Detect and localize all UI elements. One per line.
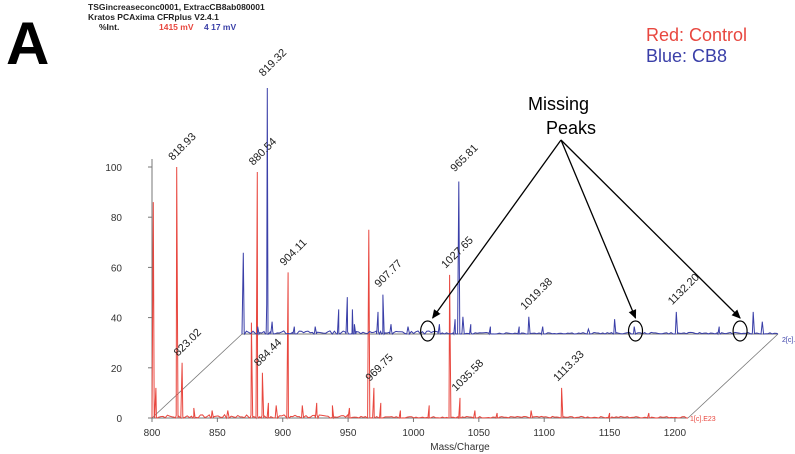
x-tick-label-1200: 1200: [664, 428, 687, 439]
header-red-mv: 1415 mV: [159, 22, 194, 32]
series-blue-trace: [241, 87, 779, 336]
x-tick-label-1000: 1000: [402, 428, 425, 439]
peak-label-1132-20: 1132.20: [666, 272, 702, 308]
peak-label-904-11: 904.11: [278, 237, 310, 269]
y-tick-label-100: 100: [105, 163, 122, 174]
x-tick-label-900: 900: [274, 428, 291, 439]
y-tick-label-0: 0: [116, 414, 122, 425]
red-trace-label: 1[c].E23: [690, 416, 716, 423]
y-tick-label-40: 40: [111, 314, 123, 325]
y-tick-label-60: 60: [111, 263, 123, 274]
legend-red: Red: Control: [646, 25, 748, 45]
x-tick-label-800: 800: [144, 428, 161, 439]
blue-trace-label: 2[c].: [782, 337, 795, 344]
peak-label-880-54: 880.54: [247, 136, 279, 168]
peak-label-1113-33: 1113.33: [551, 349, 586, 384]
header-line1: TSGincreaseconc0001, ExtracCB8ab080001: [88, 2, 265, 12]
annotation-line2: Peaks: [546, 118, 596, 138]
perspective-line-right: [687, 333, 779, 419]
annotation-line1: Missing: [528, 94, 589, 114]
x-tick-label-950: 950: [340, 428, 357, 439]
peak-label-907-77: 907.77: [373, 258, 405, 290]
perspective-line-left: [151, 333, 243, 419]
x-tick-label-1050: 1050: [468, 428, 491, 439]
peak-label-819-32: 819.32: [257, 47, 289, 79]
header-blue-mv: 4 17 mV: [204, 22, 237, 32]
x-axis-label: Mass/Charge: [430, 442, 490, 453]
x-tick-label-850: 850: [209, 428, 226, 439]
missing-peak-circle-1: [420, 320, 436, 342]
missing-peak-arrow-1: [432, 139, 562, 319]
peak-label-1035-58: 1035.58: [450, 357, 487, 394]
legend-blue: Blue: CB8: [646, 46, 728, 66]
missing-peak-arrow-3: [560, 139, 741, 319]
series-red-trace: [151, 166, 688, 420]
missing-peak-circle-3: [732, 320, 748, 342]
y-tick-label-20: 20: [111, 364, 123, 375]
y-tick-label-80: 80: [111, 213, 123, 224]
peak-label-818-93: 818.93: [166, 131, 198, 163]
missing-peak-circle-2: [627, 320, 644, 342]
header-ylabel: %Int.: [99, 22, 120, 32]
header-line2: Kratos PCAxima CFRplus V2.4.1: [88, 12, 219, 22]
peak-label-965-81: 965.81: [448, 142, 480, 174]
panel-letter: A: [6, 10, 50, 77]
x-tick-label-1150: 1150: [599, 428, 621, 439]
x-tick-label-1100: 1100: [533, 428, 555, 439]
missing-peak-arrow-2: [560, 139, 637, 319]
peak-label-1019-38: 1019.38: [518, 276, 555, 313]
